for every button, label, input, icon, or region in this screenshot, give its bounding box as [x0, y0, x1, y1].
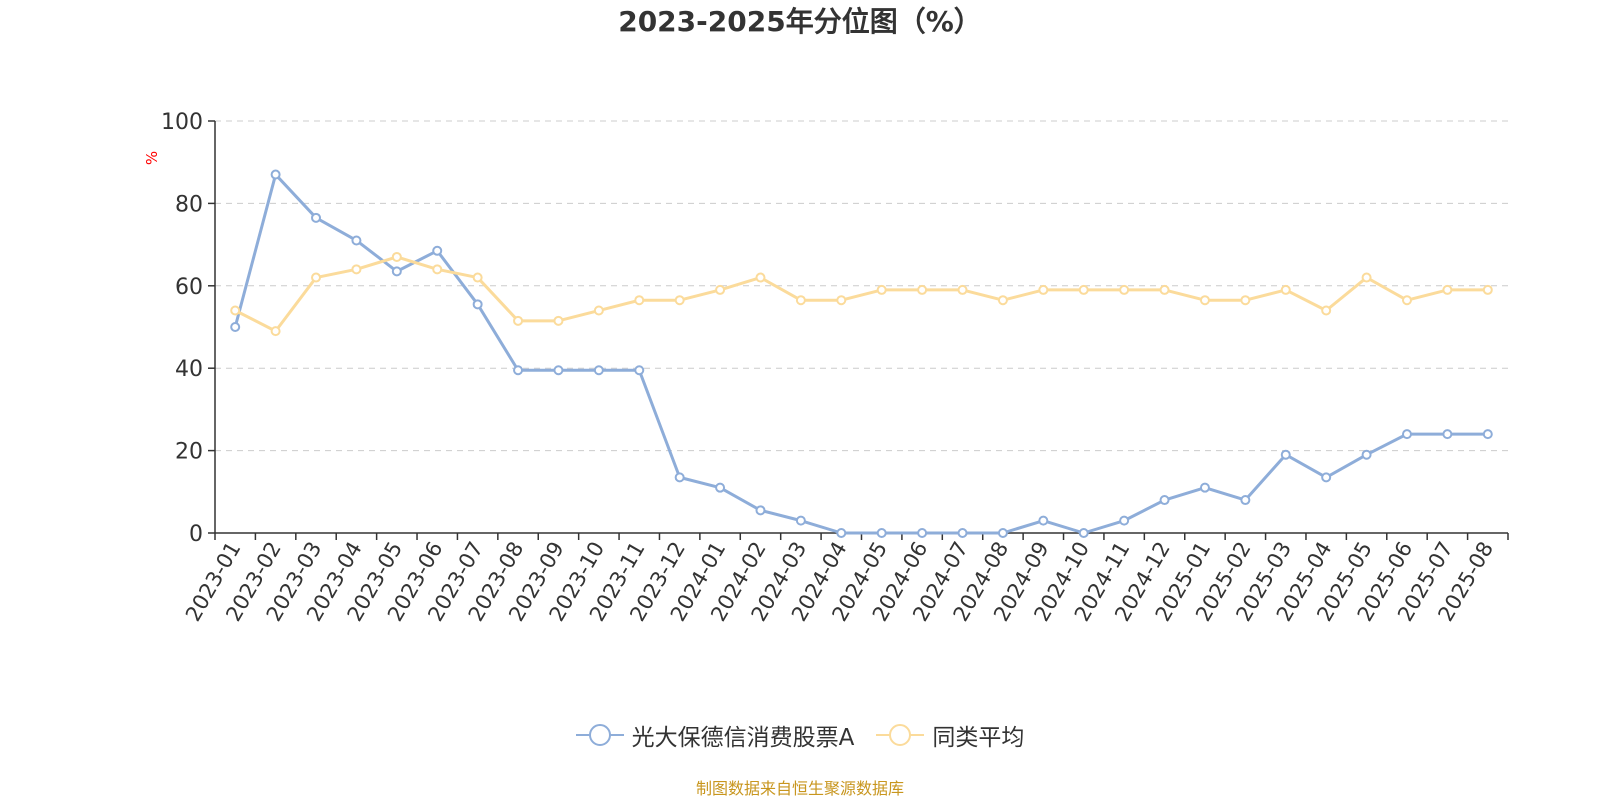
- data-point: [795, 295, 806, 306]
- data-point: [1038, 515, 1049, 526]
- data-point: [1119, 284, 1130, 295]
- data-point: [917, 284, 928, 295]
- data-point: [836, 528, 847, 538]
- data-point: [1119, 515, 1130, 526]
- data-point: [270, 169, 281, 180]
- data-point: [1038, 284, 1049, 295]
- data-point: [1442, 284, 1453, 295]
- legend-item-fund[interactable]: 光大保德信消费股票A: [575, 718, 855, 752]
- y-tick-label: 100: [161, 110, 203, 135]
- data-point: [1401, 429, 1412, 440]
- data-point: [1361, 449, 1372, 460]
- data-point: [1159, 495, 1170, 506]
- data-point: [997, 528, 1008, 538]
- data-point: [876, 284, 887, 295]
- y-tick-label: 60: [175, 275, 203, 300]
- legend-line-marker-icon: [876, 724, 925, 746]
- legend-item-category-average[interactable]: 同类平均: [876, 718, 1024, 752]
- y-tick-label: 40: [175, 357, 203, 382]
- data-point: [351, 235, 362, 246]
- series-0: [230, 169, 1493, 538]
- data-point: [230, 305, 241, 316]
- data-point: [230, 322, 241, 332]
- data-point: [472, 299, 483, 310]
- y-tick-label: 20: [175, 440, 203, 465]
- data-point: [1078, 528, 1089, 538]
- data-point: [1240, 295, 1251, 306]
- data-point: [836, 295, 847, 306]
- data-point: [1280, 449, 1291, 460]
- data-point: [1159, 284, 1170, 295]
- legend-label-category-average: 同类平均: [932, 725, 1025, 751]
- data-point: [634, 365, 645, 376]
- data-point: [1280, 284, 1291, 295]
- data-point: [553, 315, 564, 326]
- data-point: [432, 264, 443, 275]
- data-point: [634, 295, 645, 306]
- data-point: [755, 505, 766, 516]
- series-line: [234, 255, 1488, 333]
- data-point: [553, 365, 564, 376]
- legend-label-fund: 光大保德信消费股票A: [631, 725, 855, 751]
- data-point: [715, 284, 726, 295]
- data-point: [795, 515, 806, 526]
- chart-title: 2023-2025年分位图（%）: [618, 5, 982, 38]
- data-point: [1078, 284, 1089, 295]
- data-point: [270, 326, 281, 337]
- data-point: [674, 295, 685, 306]
- data-point: [1401, 295, 1412, 306]
- data-point: [876, 528, 887, 538]
- data-point: [472, 272, 483, 283]
- series-line: [233, 173, 1488, 535]
- data-point: [513, 365, 524, 376]
- data-point: [997, 295, 1008, 306]
- data-point: [674, 472, 685, 483]
- data-point: [351, 264, 362, 275]
- data-point: [391, 266, 402, 277]
- data-point: [755, 272, 766, 283]
- data-point: [957, 528, 968, 538]
- data-point: [311, 212, 322, 223]
- data-point: [1240, 495, 1251, 506]
- grid-lines: [215, 120, 1508, 452]
- y-tick-label: 0: [189, 522, 203, 547]
- data-point: [1482, 284, 1493, 295]
- y-tick-label: 80: [175, 192, 203, 217]
- data-point: [1321, 472, 1332, 483]
- data-point: [1321, 305, 1332, 316]
- data-point: [513, 315, 524, 326]
- y-axis-label: %: [143, 151, 161, 165]
- data-point: [917, 528, 928, 538]
- source-note: 制图数据来自恒生聚源数据库: [695, 779, 904, 798]
- data-point: [957, 284, 968, 295]
- data-point: [715, 482, 726, 493]
- data-point: [1199, 482, 1210, 493]
- legend: 光大保德信消费股票A 同类平均: [0, 718, 1600, 752]
- data-point: [311, 272, 322, 283]
- data-point: [1199, 295, 1210, 306]
- data-point: [593, 305, 604, 316]
- data-point: [593, 365, 604, 376]
- data-point: [391, 251, 402, 262]
- series-1: [230, 251, 1493, 337]
- data-point: [1361, 272, 1372, 283]
- data-point: [1482, 429, 1493, 440]
- series-lines: [230, 169, 1493, 538]
- legend-line-marker-icon: [575, 724, 624, 746]
- data-point: [1442, 429, 1453, 440]
- data-point: [432, 245, 443, 256]
